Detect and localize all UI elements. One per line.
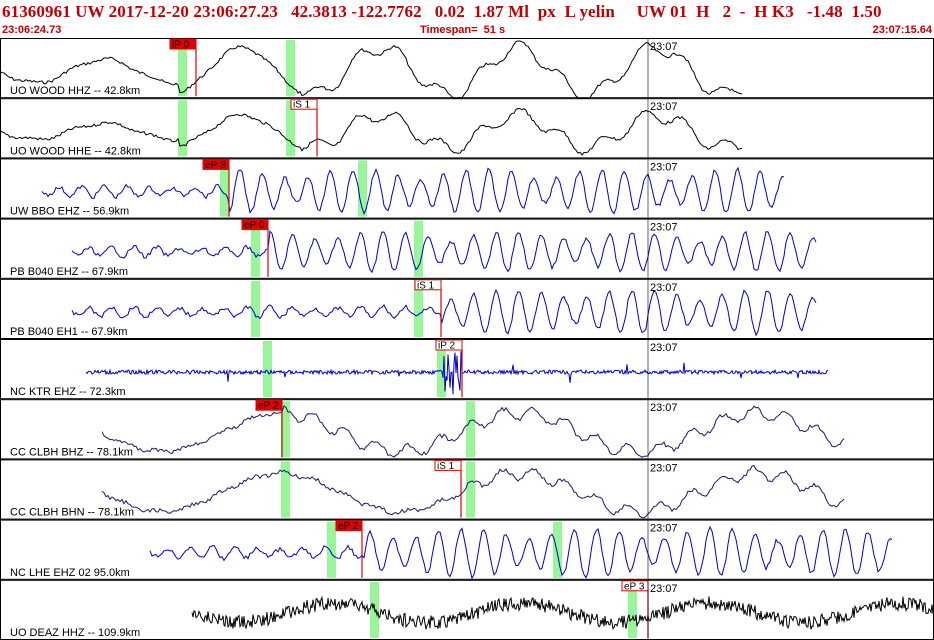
channel-label: UO WOOD HHZ -- 42.8km	[10, 85, 140, 97]
p-window-marker	[178, 100, 187, 157]
waveform-trace	[149, 525, 893, 580]
s-window-marker	[466, 401, 475, 458]
channel-label: UO WOOD HHE -- 42.8km	[10, 145, 141, 157]
row-border	[0, 158, 934, 219]
waveform-trace	[101, 465, 845, 519]
channel-label: PB B040 EH1 -- 67.9km	[10, 326, 127, 338]
row-border	[0, 218, 934, 279]
p-window-marker	[281, 401, 290, 458]
p-window-marker	[263, 341, 272, 398]
pick-phase-label: eP 3	[624, 581, 645, 592]
trace-row[interactable]: eP 3 23:07 UW BBO EHZ -- 56.9km	[0, 158, 934, 219]
p-window-marker	[220, 160, 229, 217]
row-border	[0, 579, 934, 640]
s-window-marker	[466, 461, 475, 518]
pick-flag[interactable]	[255, 399, 283, 411]
trace-row[interactable]: eP 2 23:07 NC LHE EHZ 02 95.0km	[0, 519, 934, 580]
end-time-label: 23:07:15.64	[872, 24, 932, 36]
s-window-marker	[437, 341, 446, 398]
minute-tick-label: 23:07	[650, 523, 678, 535]
s-window-marker	[628, 581, 637, 638]
trace-row[interactable]: iS 1 23:07 UO WOOD HHE -- 42.8km	[0, 98, 934, 159]
timespan-label: Timespan= 51 s	[420, 24, 506, 36]
start-time-label: 23:06:24.73	[2, 24, 62, 36]
pick-flag[interactable]	[335, 520, 363, 532]
header-bar: 61360961 UW 2017-12-20 23:06:27.23 42.38…	[0, 0, 934, 38]
minute-tick-label: 23:07	[650, 402, 678, 414]
p-window-marker	[178, 40, 187, 97]
pick-phase-label: eP 0	[244, 220, 265, 231]
channel-label: NC KTR EHZ -- 72.3km	[10, 386, 126, 398]
minute-tick-label: 23:07	[650, 282, 678, 294]
p-window-marker	[327, 521, 336, 578]
waveform-trace	[0, 40, 743, 99]
minute-tick-label: 23:07	[650, 101, 678, 113]
channel-label: CC CLBH BHN -- 78.1km	[10, 507, 134, 519]
minute-tick-label: 23:07	[650, 462, 678, 474]
s-window-marker	[358, 160, 367, 217]
minute-tick-label: 23:07	[650, 583, 678, 595]
minute-tick-label: 23:07	[650, 161, 678, 173]
waveform-trace	[0, 107, 743, 156]
waveform-trace	[191, 595, 934, 630]
row-border	[0, 339, 934, 400]
pick-phase-label: eP 2	[338, 521, 359, 532]
pick-flag[interactable]	[241, 219, 269, 231]
waveform-trace	[85, 351, 829, 395]
channel-label: UW BBO EHZ -- 56.9km	[10, 206, 129, 218]
trace-row[interactable]: eP 0 23:07 PB B040 EHZ -- 67.9km	[0, 218, 934, 279]
s-window-marker	[286, 100, 295, 157]
seismogram-panel[interactable]: iP 0 23:07 UO WOOD HHZ -- 42.8km iS 1 23:07 U…	[0, 38, 934, 640]
minute-tick-label: 23:07	[650, 41, 678, 53]
row-border	[0, 38, 934, 99]
trace-row[interactable]: iS 1 23:07 PB B040 EH1 -- 67.9km	[0, 278, 934, 340]
trace-row[interactable]: eP 3 23:07 UO DEAZ HHZ -- 109.9km	[0, 579, 934, 640]
waveform-trace	[71, 229, 817, 274]
minute-tick-label: 23:07	[650, 342, 678, 354]
channel-label: PB B040 EHZ -- 67.9km	[10, 266, 128, 278]
waveform-trace	[41, 166, 785, 215]
pick-phase-label: iS 1	[437, 461, 455, 472]
pick-phase-label: iS 1	[417, 280, 435, 291]
pick-flag[interactable]	[202, 158, 230, 170]
pick-flag[interactable]	[434, 459, 462, 471]
channel-label: CC CLBH BHZ -- 78.1km	[10, 446, 133, 458]
waveform-trace	[101, 405, 845, 458]
channel-label: UO DEAZ HHZ -- 109.9km	[10, 627, 140, 639]
row-border	[0, 278, 934, 340]
waveform-trace	[71, 288, 817, 337]
pick-phase-label: iP 0	[172, 40, 189, 51]
trace-row[interactable]: eP 2 23:07 CC CLBH BHZ -- 78.1km	[0, 399, 934, 460]
pick-flag[interactable]	[435, 339, 463, 351]
trace-row[interactable]: iS 1 23:07 CC CLBH BHN -- 78.1km	[0, 459, 934, 520]
p-window-marker	[251, 220, 260, 277]
trace-row[interactable]: iP 0 23:07 UO WOOD HHZ -- 42.8km	[0, 38, 934, 99]
pick-phase-label: eP 2	[258, 401, 279, 412]
p-window-marker	[281, 461, 290, 518]
s-window-marker	[286, 40, 295, 97]
s-window-marker	[414, 220, 423, 277]
event-summary-title: 61360961 UW 2017-12-20 23:06:27.23 42.38…	[2, 2, 882, 21]
pick-phase-label: iP 2	[438, 341, 455, 352]
pick-phase-label: eP 3	[205, 160, 226, 171]
s-window-marker	[553, 521, 562, 578]
pick-flag[interactable]	[169, 38, 197, 50]
row-border	[0, 519, 934, 580]
channel-label: NC LHE EHZ 02 95.0km	[10, 567, 130, 579]
p-window-marker	[251, 280, 260, 337]
pick-flag[interactable]	[290, 98, 318, 110]
trace-row[interactable]: iP 2 23:07 NC KTR EHZ -- 72.3km	[0, 339, 934, 400]
minute-tick-label: 23:07	[650, 222, 678, 234]
pick-phase-label: iS 1	[293, 100, 311, 111]
pick-flag[interactable]	[414, 279, 442, 291]
s-window-marker	[414, 280, 423, 337]
